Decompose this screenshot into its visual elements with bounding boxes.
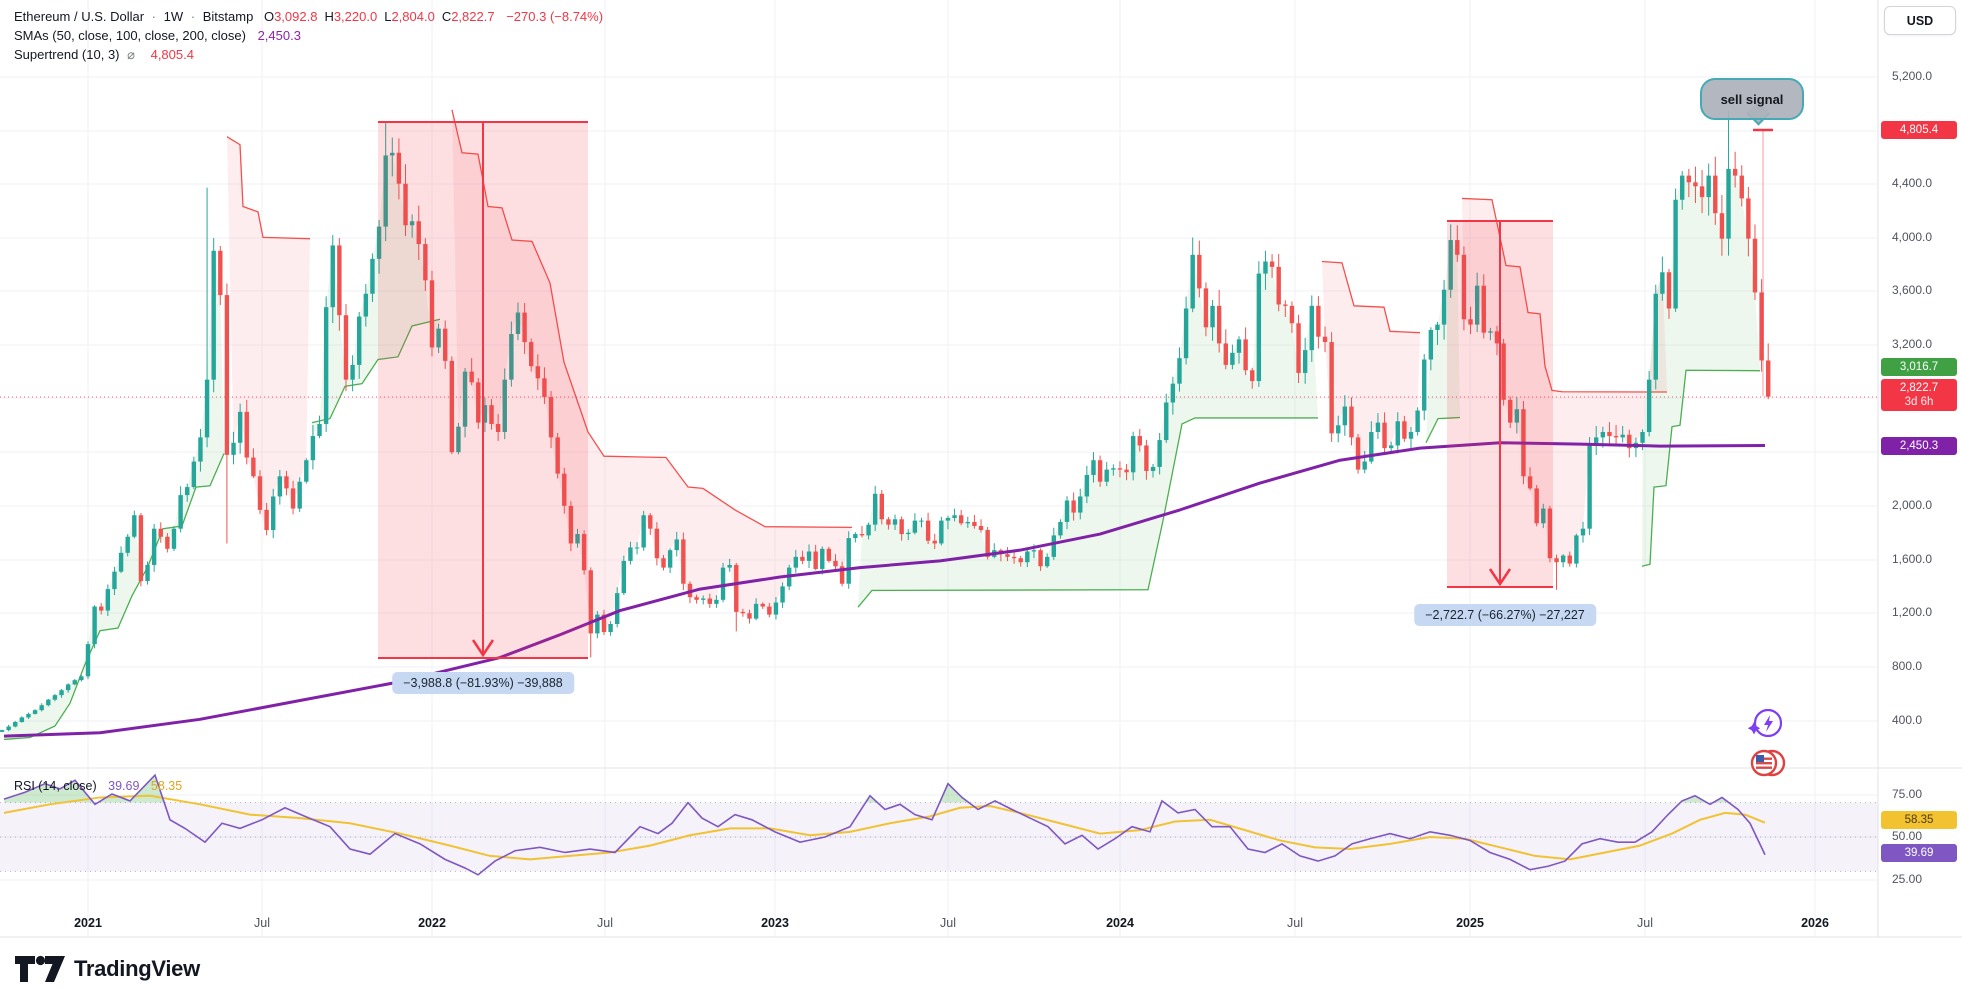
legend-separator-1: · xyxy=(151,9,157,24)
time-tick-label: 2026 xyxy=(1801,916,1829,930)
symbol-title: Ethereum / U.S. Dollar xyxy=(14,9,145,24)
mini-buttons-svg xyxy=(1747,708,1786,777)
rsi-label: RSI (14, close) xyxy=(14,779,97,793)
tradingview-logo-mark xyxy=(15,955,65,982)
axis-tick-label: 400.0 xyxy=(1892,713,1923,727)
currency-button[interactable]: USD xyxy=(1884,6,1956,35)
price-badge: 39.69 xyxy=(1881,844,1957,862)
price-badge: 4,805.4 xyxy=(1881,121,1957,139)
supertrend-legend-row[interactable]: Supertrend (10, 3) ⌀ 4,805.4 xyxy=(14,45,603,64)
time-tick-label: Jul xyxy=(940,916,956,930)
chart-mini-buttons xyxy=(1746,706,1786,787)
measure-label-2[interactable]: −2,722.7 (−66.27%) −27,227 xyxy=(1414,604,1596,626)
time-tick-label: Jul xyxy=(1637,916,1653,930)
axis-tick-label: 50.00 xyxy=(1892,829,1923,843)
time-tick-label: 2021 xyxy=(74,916,102,930)
tradingview-logo[interactable]: TradingView xyxy=(14,954,200,984)
sma-label: SMAs (50, close, 100, close, 200, close) xyxy=(14,28,246,43)
price-badge: 3,016.7 xyxy=(1881,358,1957,376)
rsi-current-value: 39.69 xyxy=(108,779,140,793)
ohlc-value: 3,092.8 xyxy=(274,9,318,24)
time-tick-label: 2024 xyxy=(1106,916,1134,930)
ohlc-value: 2,804.0 xyxy=(391,9,435,24)
ohlc-key: C xyxy=(441,9,452,24)
axis-tick-label: 75.00 xyxy=(1892,787,1923,801)
sma-legend-row[interactable]: SMAs (50, close, 100, close, 200, close)… xyxy=(14,26,603,45)
chart-canvas[interactable] xyxy=(0,0,1962,948)
axis-tick-label: 5,200.0 xyxy=(1892,69,1933,83)
ohlc-values: O3,092.8 H3,220.0 L2,804.0 C2,822.7 xyxy=(257,9,495,24)
supertrend-label: Supertrend (10, 3) xyxy=(14,47,120,62)
indicator-legend: Ethereum / U.S. Dollar · 1W · Bitstamp O… xyxy=(14,7,603,64)
axis-tick-label: 25.00 xyxy=(1892,872,1923,886)
tradingview-logo-text: TradingView xyxy=(74,956,200,981)
time-tick-label: Jul xyxy=(254,916,270,930)
supertrend-value: 4,805.4 xyxy=(150,47,194,62)
sma-value: 2,450.3 xyxy=(257,28,301,43)
price-badge: 2,822.7 3d 6h xyxy=(1881,379,1957,411)
axis-tick-label: 3,600.0 xyxy=(1892,283,1933,297)
ohlc-key: H xyxy=(324,9,334,24)
change-value: −270.3 (−8.74%) xyxy=(506,9,604,24)
axis-tick-label: 2,000.0 xyxy=(1892,498,1933,512)
time-tick-label: 2025 xyxy=(1456,916,1484,930)
symbol-legend-row[interactable]: Ethereum / U.S. Dollar · 1W · Bitstamp O… xyxy=(14,7,603,26)
time-tick-label: 2022 xyxy=(418,916,446,930)
ohlc-value: 2,822.7 xyxy=(451,9,495,24)
time-tick-label: Jul xyxy=(597,916,613,930)
rsi-signal-value: 58.35 xyxy=(150,779,183,793)
ohlc-key: O xyxy=(263,9,275,24)
price-badge: 58.35 xyxy=(1881,811,1957,829)
axis-tick-label: 4,000.0 xyxy=(1892,230,1933,244)
axis-tick-label: 1,200.0 xyxy=(1892,605,1933,619)
exchange-label: Bitstamp xyxy=(202,9,254,24)
axis-tick-label: 4,400.0 xyxy=(1892,176,1933,190)
axis-tick-label: 1,600.0 xyxy=(1892,552,1933,566)
axis-tick-label: 3,200.0 xyxy=(1892,337,1933,351)
ohlc-value: 3,220.0 xyxy=(333,9,378,24)
legend-separator-2: · xyxy=(190,9,196,24)
time-tick-label: 2023 xyxy=(761,916,789,930)
pair-flag-icon[interactable] xyxy=(1750,749,1786,777)
interval-label: 1W xyxy=(163,9,184,24)
sell-signal-balloon[interactable]: sell signal xyxy=(1700,78,1804,120)
rsi-legend-row[interactable]: RSI (14, close) 39.69 58.35 xyxy=(14,779,182,793)
boost-icon[interactable] xyxy=(1747,708,1783,738)
price-badge: 2,450.3 xyxy=(1881,437,1957,455)
ohlc-key: L xyxy=(384,9,392,24)
time-tick-label: Jul xyxy=(1287,916,1303,930)
supertrend-avg-icon: ⌀ xyxy=(127,47,135,62)
axis-tick-label: 800.0 xyxy=(1892,659,1923,673)
measure-label-1[interactable]: −3,988.8 (−81.93%) −39,888 xyxy=(392,672,574,694)
